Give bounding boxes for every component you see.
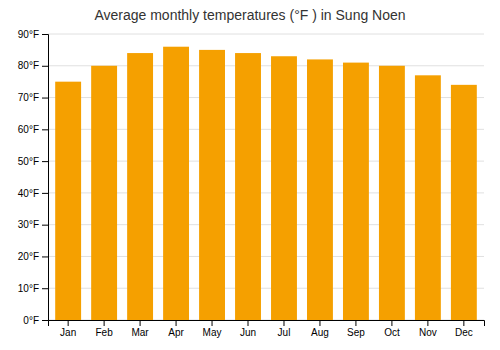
tick: 70°F [18,92,48,103]
tick-label: Jul [278,327,291,338]
tick-mark [355,320,356,326]
tick: Sep [347,320,365,338]
tick-mark [42,256,48,257]
tick-mark [42,225,48,226]
tick-label: 80°F [18,60,39,71]
tick: 40°F [18,188,48,199]
tick: 30°F [18,219,48,230]
tick-label: May [203,327,222,338]
tick-label: Jun [240,327,256,338]
tick-label: Dec [455,327,473,338]
grid-line [48,34,484,35]
bar [91,66,117,320]
tick: Mar [131,320,149,338]
tick: Feb [96,320,114,338]
tick-label: Jan [60,327,76,338]
tick-label: Feb [96,327,114,338]
y-axis: 0°F 10°F 20°F 30°F 40°F 50°F 60°F 70°F 80°F 90°F [18,29,49,326]
plot: 0°F 10°F 20°F 30°F 40°F 50°F 60°F 70°F 80°F 90°F J… [18,29,485,338]
tick-mark [42,129,48,130]
tick-mark [42,98,48,99]
tick: 60°F [18,124,48,135]
tick-mark [140,320,141,326]
tick-mark [68,320,69,326]
tick: May [203,320,222,338]
tick-label: Mar [131,327,149,338]
tick-label: Oct [384,327,400,338]
bar [415,75,441,320]
bars [55,47,477,320]
tick-label: 60°F [18,124,39,135]
tick-mark [391,320,392,326]
tick: 50°F [18,156,48,167]
tick: Apr [168,320,184,338]
tick-mark [42,320,48,321]
tick-mark [248,320,249,326]
tick: 10°F [18,283,48,294]
tick-mark [104,320,105,326]
tick-mark [176,320,177,326]
tick-label: Sep [347,327,365,338]
tick: Jan [60,320,76,338]
tick: Jun [240,320,256,338]
bar [199,50,225,320]
tick-mark [42,288,48,289]
tick-label: 20°F [18,251,39,262]
tick-label: 10°F [18,283,39,294]
tick-mark [42,66,48,67]
tick-mark [427,320,428,326]
tick: Oct [384,320,400,338]
tick: 80°F [18,60,48,71]
tick: Jul [278,320,291,338]
tick-mark [212,320,213,326]
tick: Dec [455,320,473,338]
tick-mark [42,161,48,162]
tick-mark [319,320,320,326]
grid [48,34,484,320]
tick: 0°F [23,315,48,326]
tick-label: Aug [311,327,329,338]
bar [451,85,477,320]
tick: 20°F [18,251,48,262]
tick-mark [463,320,464,326]
tick-label: 50°F [18,156,39,167]
tick-mark [283,320,284,326]
bar [343,63,369,320]
bar [163,47,189,320]
tick: Aug [311,320,329,338]
tick-label: 40°F [18,188,39,199]
tick-label: Apr [168,327,184,338]
bar [235,53,261,320]
tick: Nov [419,320,437,338]
x-axis: Jan Feb Mar Apr May Jun Jul Aug Sep Oct Nov Dec [49,320,485,338]
tick-label: Nov [419,327,437,338]
title: Average monthly temperatures (°F ) in Su… [94,7,405,23]
bar [127,53,153,320]
tick-label: 0°F [23,315,39,326]
tick-mark [42,34,48,35]
bar [307,59,333,320]
bar [55,82,81,320]
tick-mark [42,193,48,194]
axis-line [49,321,485,327]
bar [379,66,405,320]
chart: Average monthly temperatures (°F ) in Su… [0,0,500,350]
tick: 90°F [18,29,48,40]
tick-label: 90°F [18,29,39,40]
axis-line [42,35,49,321]
tick-label: 70°F [18,92,39,103]
bar [271,56,297,320]
tick-label: 30°F [18,219,39,230]
